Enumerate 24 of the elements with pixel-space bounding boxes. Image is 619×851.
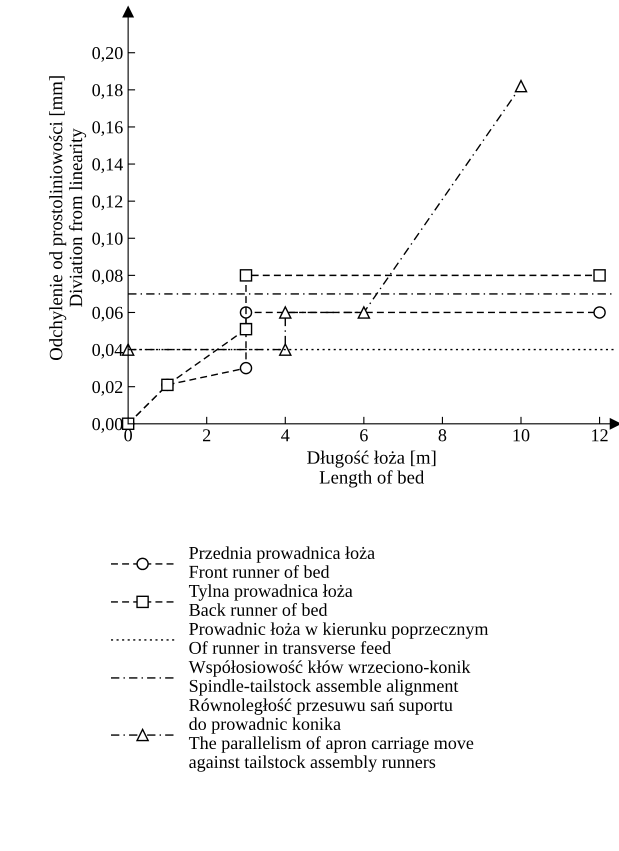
y-tick-label: 0,04	[92, 344, 123, 359]
y-axis-title: Odchylenie od prostoliniowości [mm] Diviation from linearity	[49, 76, 86, 360]
y-tick-label: 0,16	[92, 121, 123, 136]
y-tick-label: 0,02	[92, 380, 122, 396]
x-tick-label: 4	[281, 429, 290, 442]
legend-label: Współosiowość kłów wrzeciono-konik Spindle-tailstock assemble alignment	[188, 660, 470, 696]
y-tick-label: 0,12	[92, 195, 122, 210]
x-tick-label: 2	[202, 429, 210, 442]
y-tick-label: 0,08	[92, 270, 123, 284]
x-tick-label: 12	[592, 429, 608, 442]
y-tick-label: 0,10	[92, 232, 123, 248]
legend-label: Prowadnic łoża w kierunku poprzecznym Of runner in transverse feed	[189, 622, 488, 654]
legend-label: Równoległość przesuwu sań suportu do prowadnic konika The parallelism of apron carriage move against tailstock assembly runners	[188, 698, 474, 772]
y-tick-label: 0,20	[92, 46, 123, 62]
legend-label: Tylna prowadnica łoża Back runner of bed	[188, 584, 353, 616]
y-tick-label: 0,14	[92, 158, 123, 174]
y-tick-label: 0,00	[92, 418, 123, 433]
x-tick-label: 10	[514, 429, 530, 442]
legend-label: Przednia prowadnica łoża Front runner of bed	[189, 546, 375, 578]
x-axis-title: Długość łoża [m] Length of bed	[307, 450, 436, 488]
y-tick-label: 0,18	[92, 84, 123, 99]
y-tick-label: 0,06	[92, 306, 123, 322]
x-tick-label: 6	[360, 429, 368, 442]
x-tick-label: 8	[438, 429, 446, 442]
